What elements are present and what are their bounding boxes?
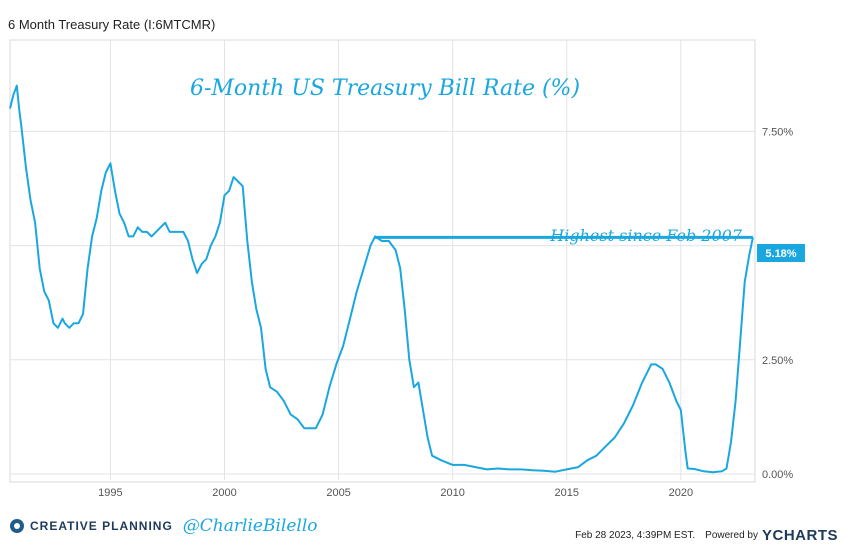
last-value-badge-bg: [757, 244, 805, 262]
x-tick-label: 2020: [669, 487, 693, 499]
last-value-badge: 5.18%: [757, 244, 805, 262]
x-tick-label: 2005: [326, 487, 350, 499]
author-handle: @CharlieBilello: [182, 516, 318, 536]
series-line-0: [9, 84, 754, 474]
y-tick-label: 7.50%: [762, 126, 793, 138]
y-tick-label: 0.00%: [762, 469, 793, 481]
powered-by-label: Powered by: [705, 530, 758, 541]
footer-right: Feb 28 2023, 4:39PM EST. Powered by YCHA…: [575, 527, 838, 544]
x-tick-label: 2015: [555, 487, 579, 499]
x-tick-label: 2010: [440, 487, 464, 499]
x-tick-label: 2000: [212, 487, 236, 499]
plot-border: [9, 39, 756, 483]
brand-name: CREATIVE PLANNING: [30, 519, 173, 533]
chart-title: 6-Month US Treasury Bill Rate (%): [190, 76, 580, 101]
footer-left: CREATIVE PLANNING @CharlieBilello: [10, 515, 318, 537]
ycharts-logo[interactable]: YCHARTS: [761, 527, 838, 544]
timestamp: Feb 28 2023, 4:39PM EST.: [575, 530, 696, 541]
window-title: 6 Month Treasury Rate (I:6MTCMR): [8, 17, 216, 32]
chart-annotation: Highest since Feb 2007: [549, 226, 743, 245]
y-tick-label: 2.50%: [762, 355, 793, 367]
last-value-label: 5.18%: [765, 248, 796, 260]
creative-planning-logo-icon: [10, 519, 24, 533]
x-tick-label: 1995: [98, 487, 122, 499]
